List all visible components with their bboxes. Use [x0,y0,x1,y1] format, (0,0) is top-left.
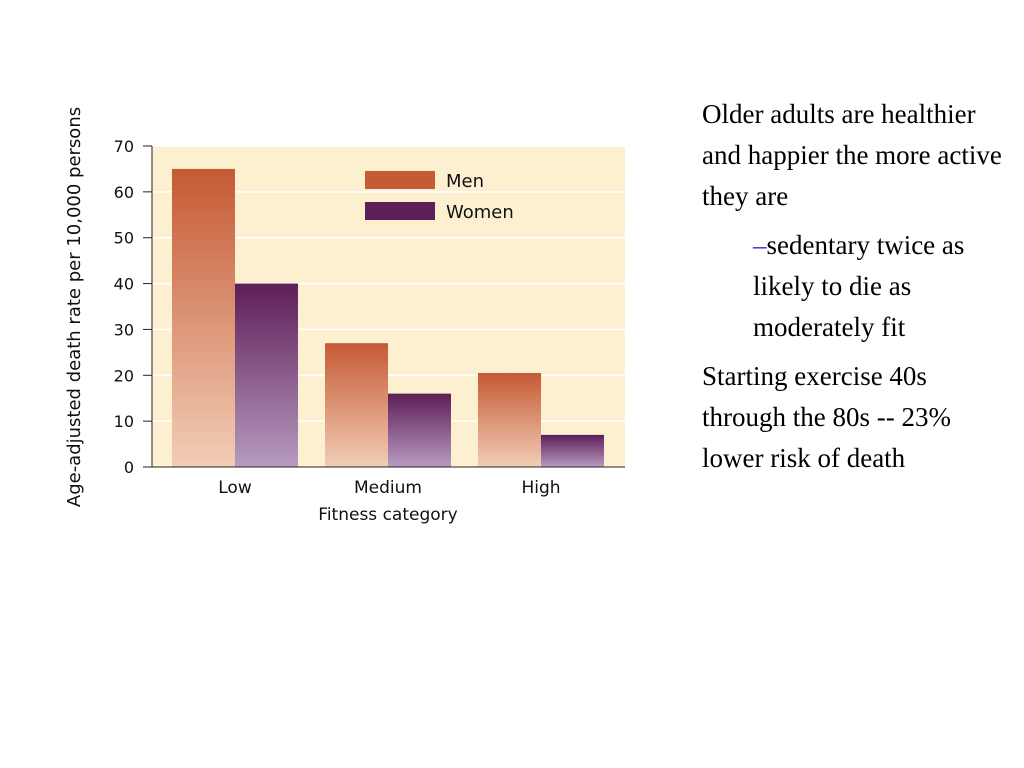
y-tick-label: 70 [114,137,134,156]
y-tick-label: 0 [124,458,134,477]
x-tick-label: High [521,478,560,498]
bar-men-medium [325,343,388,467]
bar-women-medium [388,393,451,467]
axes: 0 10 20 30 40 50 60 70 Low Medium High [114,137,625,498]
x-tick-label: Medium [354,478,422,498]
bar-men-low [172,168,235,467]
legend-label: Men [446,171,484,192]
bar-men-high [478,372,541,467]
legend-label: Women [446,202,514,223]
x-tick-label: Low [218,478,252,498]
y-tick-label: 40 [114,275,134,294]
dash-marker: – [753,230,767,260]
sub-bullet-text: sedentary twice as likely to die as mode… [753,230,965,342]
slide-text: Older adults are healthier and happier t… [702,94,1002,479]
y-axis-label: Age-adjusted death rate per 10,000 perso… [64,107,85,507]
y-tick-label: 60 [114,183,134,202]
y-tick-label: 10 [114,412,134,431]
bar-chart: 0 10 20 30 40 50 60 70 Low Medium High Men Women Ag… [64,107,625,525]
bar-women-high [541,434,604,467]
legend-swatch-women [365,202,435,220]
bar-women-low [235,283,298,467]
y-tick-label: 50 [114,229,134,248]
x-axis-label: Fitness category [318,505,457,525]
sub-bullet-point: –sedentary twice as likely to die as mod… [702,225,1002,348]
bullet-point: Older adults are healthier and happier t… [702,99,1002,211]
bullet-point: Starting exercise 40s through the 80s --… [702,361,951,473]
y-tick-label: 30 [114,320,134,339]
y-tick-label: 20 [114,366,134,385]
legend-swatch-men [365,171,435,189]
bars [172,168,604,467]
legend: Men Women [365,171,514,223]
